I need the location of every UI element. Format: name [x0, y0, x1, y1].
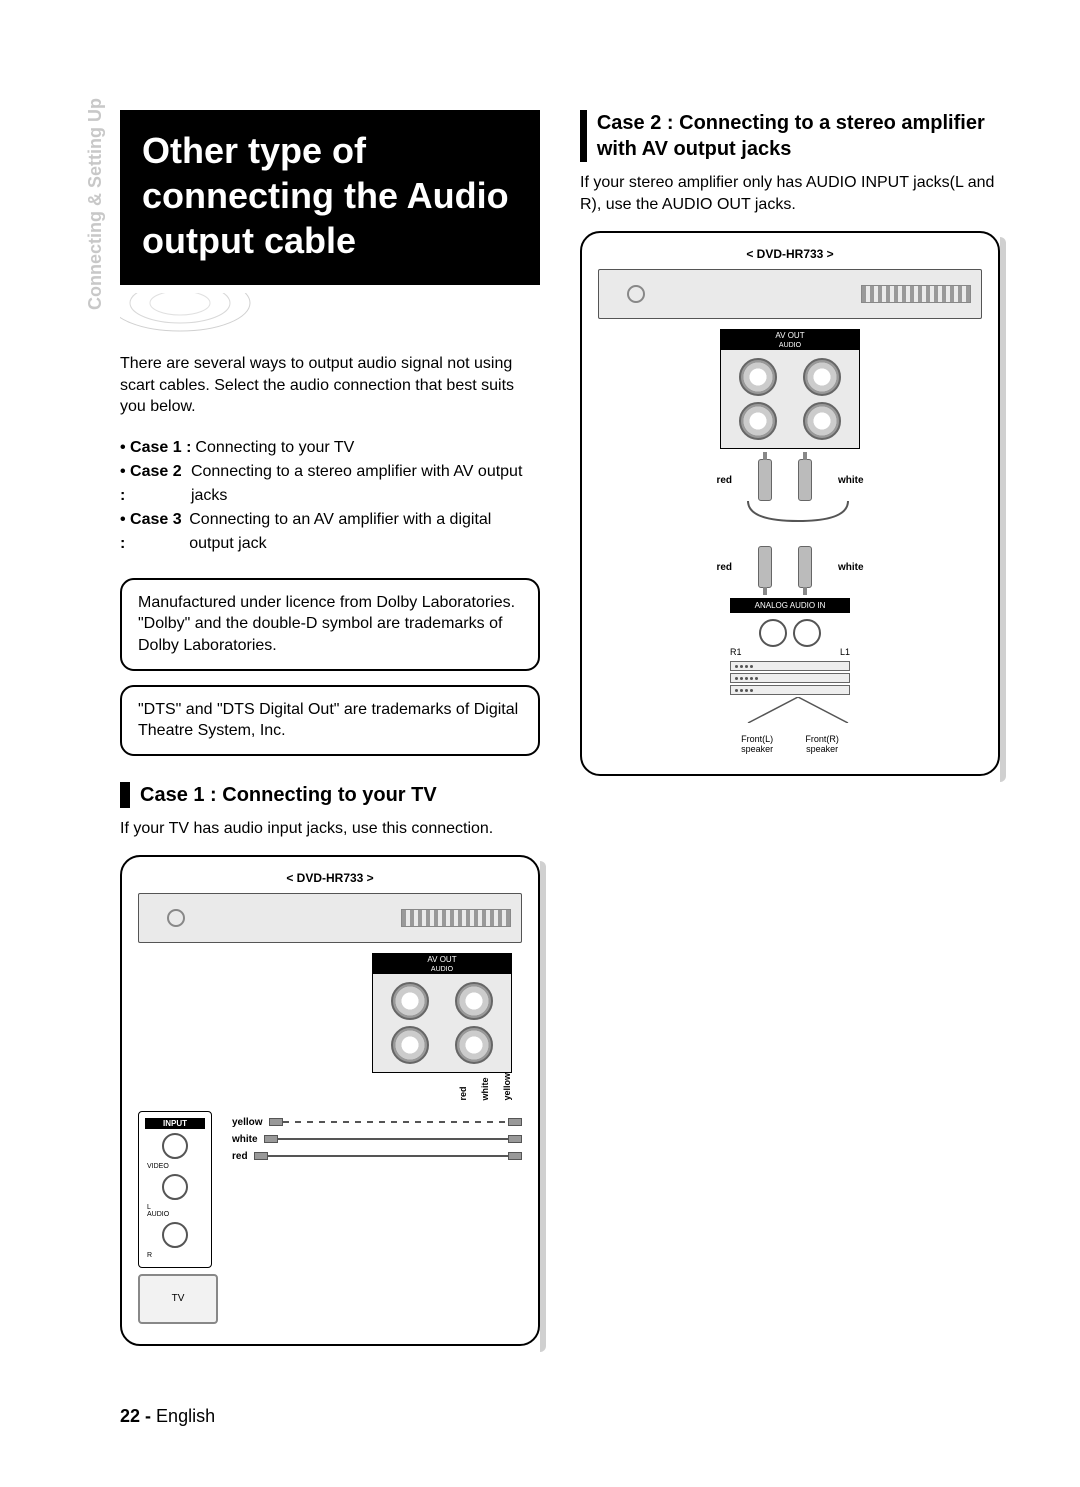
label-white: white — [838, 562, 864, 573]
intro-text: There are several ways to output audio s… — [120, 353, 540, 418]
label-red: red — [458, 1073, 468, 1101]
avout-label: AV OUT — [721, 330, 859, 341]
case1-label: • Case 1 : — [120, 436, 191, 460]
heading-bar — [120, 782, 130, 808]
case2-text: Connecting to a stereo amplifier with AV… — [191, 460, 540, 508]
case1-body: If your TV has audio input jacks, use th… — [120, 818, 540, 840]
jack-icon — [803, 402, 841, 440]
av-out-panel: AV OUT AUDIO — [720, 329, 860, 449]
jack-icon — [739, 358, 777, 396]
audio-label: AUDIO — [373, 965, 511, 974]
dvd-device-rear — [138, 893, 522, 943]
l1-label: L1 — [840, 647, 850, 657]
plug-icon — [798, 459, 812, 501]
jack-icon — [455, 982, 493, 1020]
speaker-labels: Front(L) speaker Front(R) speaker — [725, 734, 855, 754]
heading-bar — [580, 110, 587, 162]
cable-connections: yellow white red — [232, 1111, 522, 1168]
amplifier-icon — [730, 661, 850, 695]
video-cable-icon — [269, 1117, 522, 1127]
page-footer: 22 - English — [120, 1406, 215, 1427]
label-red: red — [716, 475, 732, 486]
page-number: 22 - — [120, 1406, 151, 1426]
label-white: white — [232, 1134, 258, 1145]
tv-icon: TV — [138, 1274, 218, 1324]
tv-input-label: INPUT — [145, 1118, 205, 1129]
jack-icon — [162, 1222, 188, 1248]
speaker-cable-icon — [598, 697, 982, 723]
left-column: Other type of connecting the Audio outpu… — [120, 110, 540, 1427]
jack-icon — [391, 1026, 429, 1064]
page-title: Other type of connecting the Audio outpu… — [120, 110, 540, 285]
audio-cable-icon — [264, 1134, 522, 1144]
case1-heading-text: Case 1 : Connecting to your TV — [140, 782, 437, 808]
dolby-note: Manufactured under licence from Dolby La… — [120, 578, 540, 671]
case2-body: If your stereo amplifier only has AUDIO … — [580, 172, 1000, 215]
video-label: VIDEO — [147, 1163, 205, 1170]
manual-page: Other type of connecting the Audio outpu… — [0, 0, 1080, 1487]
right-column: Case 2 : Connecting to a stereo amplifie… — [580, 110, 1000, 1427]
r1-label: R1 — [730, 647, 742, 657]
case2-label: • Case 2 : — [120, 460, 187, 508]
plug-icon — [758, 546, 772, 588]
dvd-device-rear — [598, 269, 982, 319]
case1-diagram: < DVD-HR733 > AV OUT AUDIO red white — [120, 855, 540, 1346]
front-left-speaker-label: Front(L) speaker — [725, 734, 789, 754]
cable-line-icon — [598, 501, 982, 531]
jack-icon — [162, 1133, 188, 1159]
case1-device-label: < DVD-HR733 > — [138, 871, 522, 885]
page-language: English — [156, 1406, 215, 1426]
tv-input-panel: INPUT VIDEO L AUDIO R — [138, 1111, 212, 1268]
plug-icon — [758, 459, 772, 501]
case-list: • Case 1 : Connecting to your TV • Case … — [120, 436, 540, 556]
label-yellow: yellow — [232, 1117, 263, 1128]
jack-icon — [793, 619, 821, 647]
label-white: white — [838, 475, 864, 486]
cable-plugs-top: red white — [598, 459, 982, 501]
audio-r-label: R — [147, 1252, 205, 1259]
jack-icon — [162, 1174, 188, 1200]
label-white: white — [480, 1073, 490, 1101]
label-red: red — [232, 1151, 248, 1162]
case2-device-label: < DVD-HR733 > — [598, 247, 982, 261]
cable-plugs-bottom: red white — [598, 546, 982, 588]
case3-text: Connecting to an AV amplifier with a dig… — [189, 508, 540, 556]
case2-heading: Case 2 : Connecting to a stereo amplifie… — [580, 110, 1000, 162]
jack-icon — [739, 402, 777, 440]
case2-diagram: < DVD-HR733 > AV OUT AUDIO red whi — [580, 231, 1000, 776]
audio-label: AUDIO — [721, 341, 859, 350]
disc-decoration — [120, 293, 540, 333]
jack-icon — [455, 1026, 493, 1064]
avout-label: AV OUT — [373, 954, 511, 965]
jack-icon — [391, 982, 429, 1020]
plug-icon — [798, 546, 812, 588]
audio-cable-icon — [254, 1151, 522, 1161]
front-right-speaker-label: Front(R) speaker — [789, 734, 855, 754]
amp-input-jacks — [730, 619, 850, 647]
audio-l-label: L — [147, 1204, 205, 1211]
jack-icon — [759, 619, 787, 647]
case2-heading-text: Case 2 : Connecting to a stereo amplifie… — [597, 110, 1000, 162]
analog-audio-in-label: ANALOG AUDIO IN — [730, 598, 850, 613]
label-red: red — [716, 562, 732, 573]
jack-icon — [803, 358, 841, 396]
case3-label: • Case 3 : — [120, 508, 185, 556]
audio-label: AUDIO — [147, 1211, 205, 1218]
label-yellow: yellow — [502, 1073, 512, 1101]
case1-text: Connecting to your TV — [195, 436, 354, 460]
case1-heading: Case 1 : Connecting to your TV — [120, 782, 540, 808]
plug-color-vertical-labels: red white yellow — [138, 1073, 512, 1101]
av-out-panel: AV OUT AUDIO — [372, 953, 512, 1073]
dts-note: "DTS" and "DTS Digital Out" are trademar… — [120, 685, 540, 756]
